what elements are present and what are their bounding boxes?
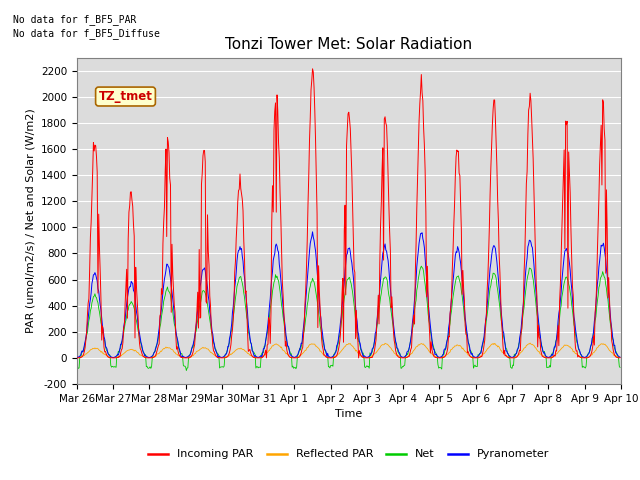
Text: No data for f_BF5_PAR: No data for f_BF5_PAR	[13, 13, 136, 24]
Text: No data for f_BF5_Diffuse: No data for f_BF5_Diffuse	[13, 28, 159, 39]
Y-axis label: PAR (umol/m2/s) / Net and Solar (W/m2): PAR (umol/m2/s) / Net and Solar (W/m2)	[25, 108, 35, 333]
Text: TZ_tmet: TZ_tmet	[99, 90, 152, 103]
Legend: Incoming PAR, Reflected PAR, Net, Pyranometer: Incoming PAR, Reflected PAR, Net, Pyrano…	[143, 445, 554, 464]
Title: Tonzi Tower Met: Solar Radiation: Tonzi Tower Met: Solar Radiation	[225, 37, 472, 52]
X-axis label: Time: Time	[335, 409, 362, 419]
